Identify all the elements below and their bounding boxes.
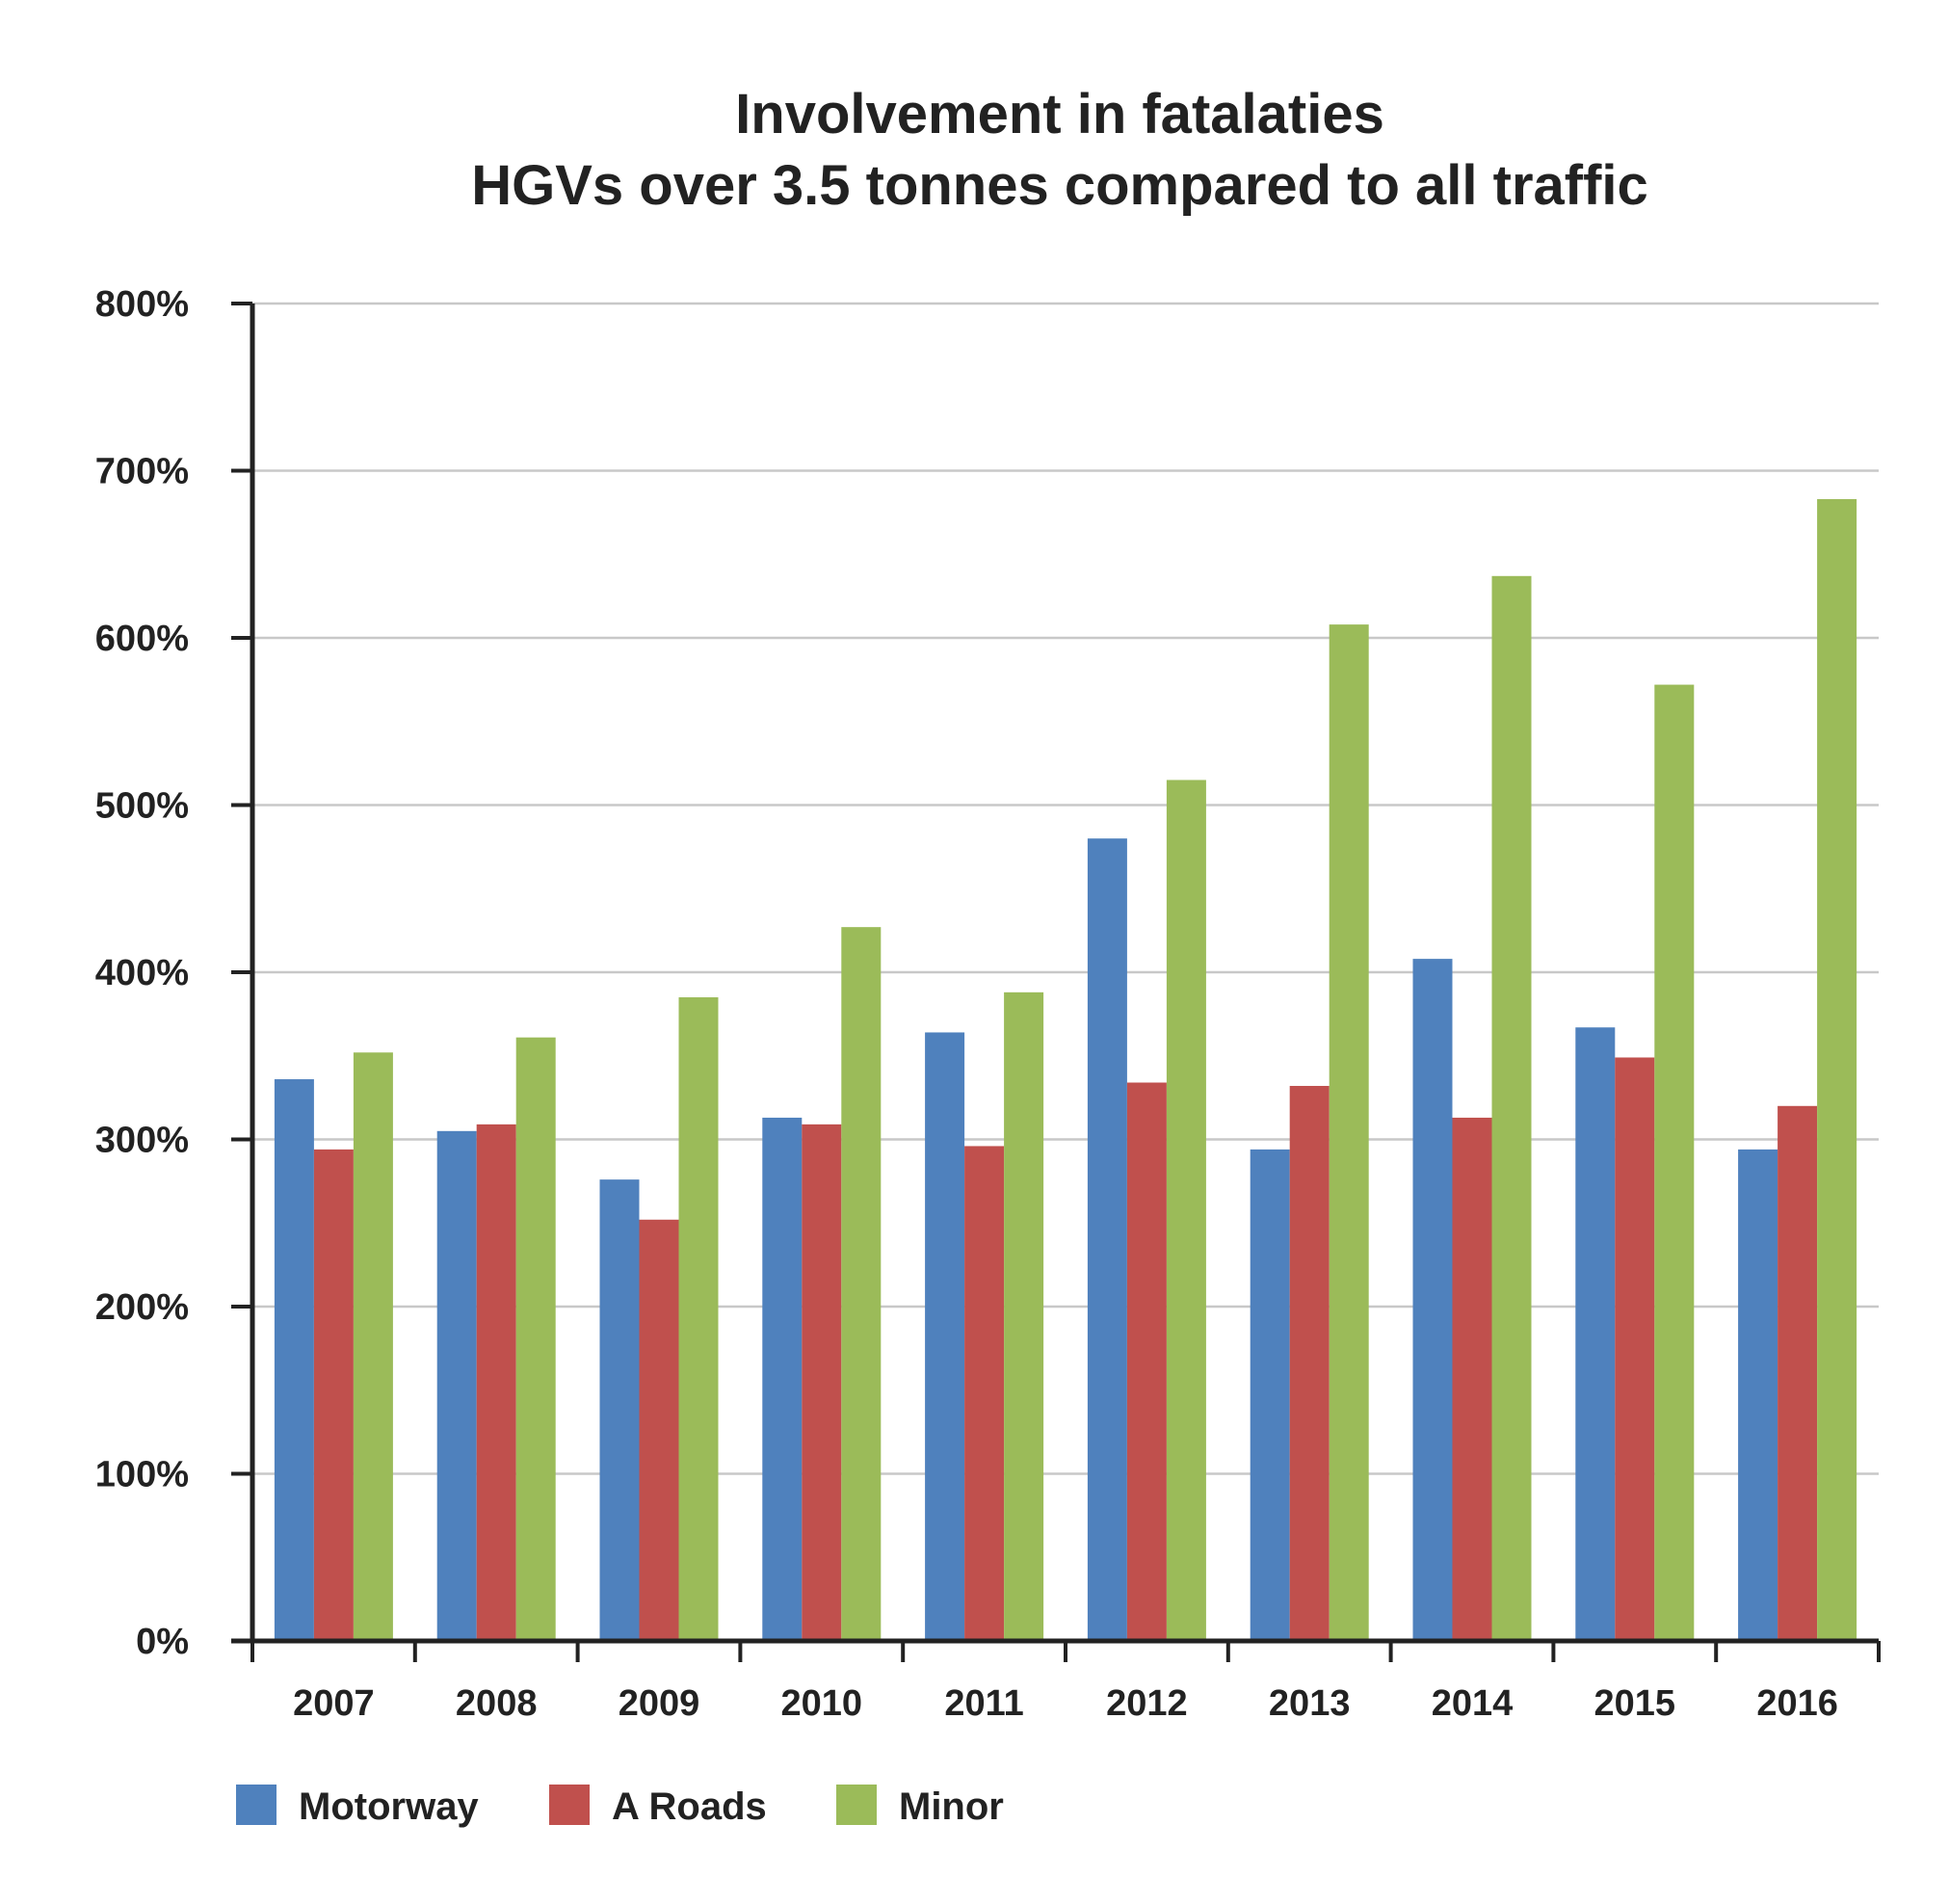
legend-label-a-roads: A Roads: [612, 1785, 767, 1828]
bar-a-roads-2008: [476, 1124, 516, 1641]
bar-minor-2009: [678, 997, 719, 1641]
bar-minor-2015: [1654, 684, 1695, 1641]
bar-a-roads-2009: [639, 1219, 679, 1641]
bar-a-roads-2007: [313, 1149, 354, 1641]
chart-title-line-1: Involvement in fatalaties: [735, 83, 1384, 145]
legend-label-minor: Minor: [899, 1785, 1004, 1828]
bar-motorway-2010: [762, 1117, 803, 1641]
bar-a-roads-2013: [1289, 1085, 1330, 1641]
bar-minor-2012: [1166, 780, 1206, 1641]
legend: Motorway A Roads Minor: [236, 1785, 1004, 1828]
chart-title-line-2: HGVs over 3.5 tonnes compared to all tra…: [471, 154, 1648, 217]
x-tick-label: 2012: [1106, 1683, 1188, 1724]
bar-minor-2011: [1004, 992, 1044, 1641]
bar-motorway-2008: [436, 1130, 477, 1641]
bar-minor-2013: [1329, 624, 1369, 1641]
y-axis-tick-labels: 0% 100% 200% 300% 400% 500% 600% 700% 800%: [95, 284, 189, 1662]
bar-minor-2010: [841, 927, 882, 1641]
y-tick-label: 700%: [95, 452, 189, 492]
bar-motorway-2014: [1412, 959, 1453, 1641]
x-tick-label: 2013: [1269, 1683, 1351, 1724]
x-axis-tick-labels: 2007 2008 2009 2010 2011 2012 2013 2014 2015 2016: [293, 1683, 1838, 1724]
legend-swatch-a-roads: [549, 1785, 590, 1825]
bar-motorway-2007: [274, 1079, 314, 1641]
x-tick-label: 2009: [619, 1683, 700, 1724]
y-tick-label: 500%: [95, 786, 189, 827]
y-tick-label: 400%: [95, 953, 189, 993]
bar-motorway-2013: [1250, 1149, 1290, 1641]
bar-minor-2008: [515, 1037, 556, 1641]
y-tick-label: 600%: [95, 619, 189, 659]
bar-a-roads-2012: [1126, 1082, 1167, 1641]
x-tick-label: 2014: [1432, 1683, 1514, 1724]
x-tick-label: 2011: [944, 1683, 1023, 1724]
bar-minor-2014: [1491, 575, 1532, 1642]
legend-label-motorway: Motorway: [299, 1785, 479, 1828]
y-tick-label: 0%: [136, 1622, 189, 1662]
bar-motorway-2015: [1575, 1027, 1616, 1641]
x-tick-label: 2007: [293, 1683, 375, 1724]
y-tick-label: 100%: [95, 1455, 189, 1495]
bars: [274, 498, 1857, 1642]
bar-a-roads-2011: [964, 1146, 1005, 1641]
axes: [231, 302, 1881, 1662]
bar-motorway-2016: [1738, 1149, 1778, 1641]
legend-swatch-minor: [836, 1785, 877, 1825]
x-tick-label: 2016: [1756, 1683, 1838, 1724]
x-tick-label: 2008: [456, 1683, 538, 1724]
bar-motorway-2009: [599, 1179, 640, 1641]
y-tick-label: 800%: [95, 284, 189, 325]
bar-motorway-2011: [925, 1032, 965, 1641]
bar-motorway-2012: [1087, 838, 1127, 1641]
legend-swatch-motorway: [236, 1785, 277, 1825]
y-tick-label: 300%: [95, 1121, 189, 1161]
x-tick-label: 2010: [781, 1683, 863, 1724]
bar-a-roads-2014: [1452, 1117, 1492, 1641]
bar-a-roads-2015: [1615, 1057, 1655, 1641]
y-tick-label: 200%: [95, 1287, 189, 1328]
x-tick-label: 2015: [1594, 1683, 1676, 1724]
bar-minor-2007: [353, 1052, 393, 1641]
bar-a-roads-2010: [802, 1124, 842, 1641]
bar-a-roads-2016: [1778, 1105, 1818, 1641]
bar-minor-2016: [1817, 498, 1857, 1641]
